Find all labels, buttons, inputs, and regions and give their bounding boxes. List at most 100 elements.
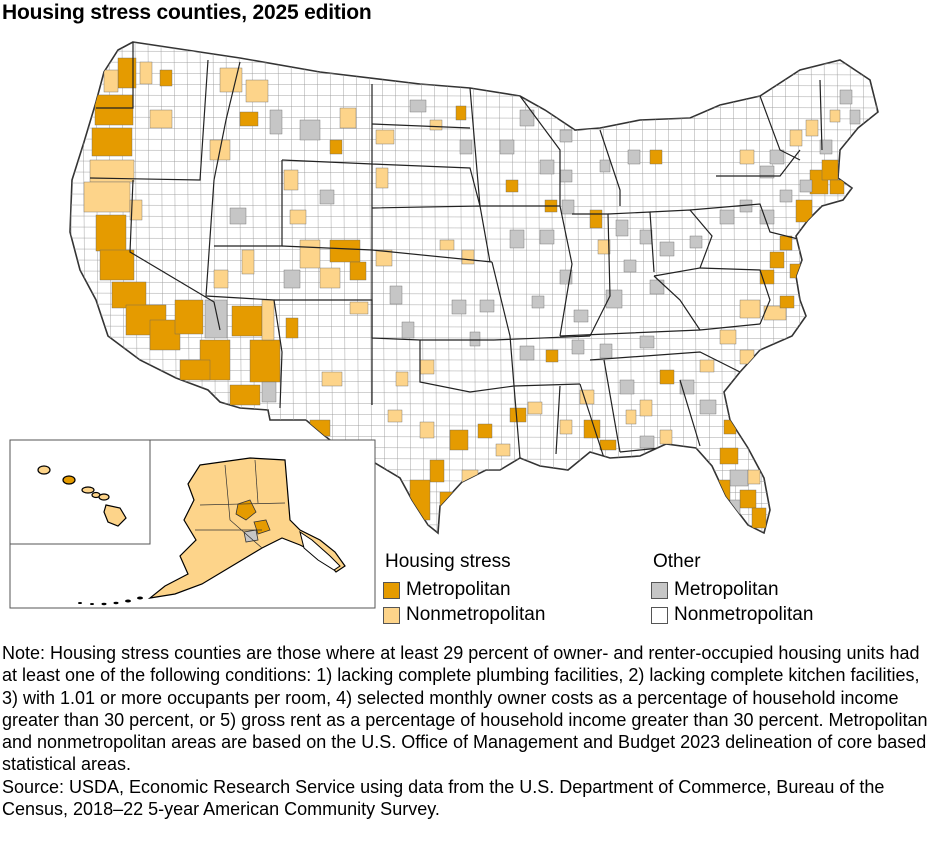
stress-metro-county [95,214,127,252]
swatch-stress-metro [383,581,400,599]
note-text: Note: Housing stress counties are those … [2,643,928,775]
aleutian-islands [78,596,143,606]
stress-metro-county [545,349,559,363]
stress-nonmetro-county [719,329,737,345]
other-metro-county [519,109,535,127]
other-metro-county [559,169,573,183]
source-text: Source: USDA, Economic Research Service … [2,776,885,820]
stress-metro-county [111,281,147,309]
legend-item-stress-metro: Metropolitan [383,579,511,601]
other-metro-county [469,331,481,347]
other-metro-county [389,285,403,305]
other-metro-county [599,159,611,173]
swatch-other-nonmetro [651,606,668,624]
stress-nonmetro-county [321,371,343,387]
stress-metro-county [751,507,767,529]
stress-nonmetro-county [461,249,475,265]
state-border [419,340,515,393]
state-border [572,213,611,337]
stress-nonmetro-county [461,469,479,487]
state-border [89,59,209,181]
stress-metro-county [739,489,757,509]
legend-heading-other: Other [653,551,701,572]
alaska-borough-lines [224,464,263,549]
stress-nonmetro-county [83,181,131,213]
other-metro-county [849,109,861,125]
stress-metro-county [821,159,839,181]
us-county-map [9,41,879,609]
state-border [653,275,701,331]
stress-nonmetro-county [213,269,229,289]
state-border [371,300,494,341]
other-metro-county [539,159,555,175]
legend-label-other-nonmetro: Nonmetropolitan [674,604,814,625]
stress-nonmetro-county [245,79,269,103]
state-border [371,249,493,263]
other-metro-county [451,299,467,315]
other-metro-county [619,379,635,395]
alaska-other-metro [243,529,259,543]
stress-metro-county [159,69,173,87]
stress-metro-county [439,491,457,509]
stress-nonmetro-county [349,301,369,315]
legend-label-stress-metro: Metropolitan [406,579,511,600]
stress-metro-county [509,407,527,423]
stress-metro-county [505,179,519,193]
state-border [214,160,283,247]
stress-nonmetro-county [419,421,435,439]
other-metro-county [531,295,545,309]
other-metro-county [639,229,653,245]
other-metro-county [719,209,735,225]
state-border [699,267,771,325]
legend-label-other-metro: Metropolitan [674,579,779,600]
other-metro-county [479,299,495,313]
stress-metro-county [94,94,134,126]
stress-nonmetro-county [527,401,543,415]
other-metro-county [571,339,585,355]
hawaii-island [103,504,127,527]
state-border [759,95,801,161]
hawaii-island [98,493,110,501]
other-metro-county [759,165,775,179]
alaska-mainland [147,457,346,599]
hawaii [37,465,127,527]
other-metro-county [539,229,555,245]
alaska-borough-lines [254,459,259,504]
other-metro-county [599,343,613,359]
other-metro-county [561,199,575,215]
stress-nonmetro-county [625,409,637,425]
stress-nonmetro-county [805,119,819,137]
stress-metro-county [477,423,493,439]
stress-metro-county [91,127,133,157]
stress-metro-county [589,209,603,229]
stress-nonmetro-county [241,249,255,275]
stress-nonmetro-county [283,169,299,191]
state-border [649,209,713,277]
stress-metro-county [285,317,299,339]
stress-metro-county [174,299,204,335]
state-border [679,379,701,447]
state-borders [89,42,823,459]
stress-nonmetro-county [739,349,755,365]
stress-metro-county [329,239,361,263]
state-border [513,383,581,387]
stress-nonmetro-county [103,69,119,93]
stress-metro-county [779,295,795,309]
hawaii-island [62,475,76,485]
other-metro-county [459,139,473,155]
stress-metro-county [599,439,617,451]
alaska-panhandle [299,530,341,571]
state-border [480,205,573,337]
stress-metro-county [409,479,431,521]
other-metro-county [559,129,573,143]
county-fills [83,57,861,529]
other-metro-county [519,345,535,361]
footnote: Note: Housing stress counties are those … [2,642,938,820]
state-border [819,79,823,151]
stress-metro-county [779,235,793,251]
stress-metro-county [179,359,211,381]
other-metro-county [779,189,793,203]
other-metro-county [799,179,813,193]
stress-nonmetro-county [139,61,153,85]
alaska-stress-metro [235,499,257,521]
